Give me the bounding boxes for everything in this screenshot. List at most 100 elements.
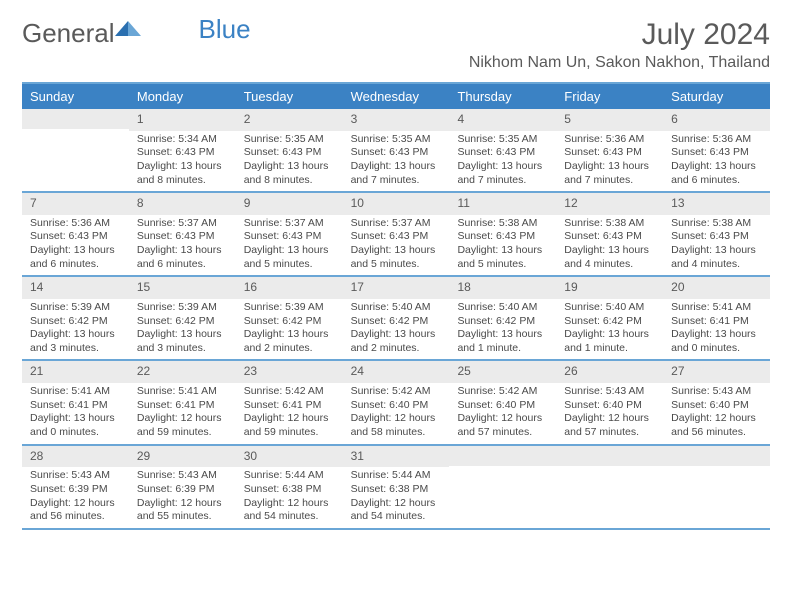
weekday-header-cell: Thursday (449, 84, 556, 109)
daylight-line: Daylight: 13 hours and 3 minutes. (30, 328, 121, 355)
calendar-cell: 30Sunrise: 5:44 AMSunset: 6:38 PMDayligh… (236, 446, 343, 528)
sunrise-line: Sunrise: 5:37 AM (244, 217, 335, 231)
calendar-cell: 8Sunrise: 5:37 AMSunset: 6:43 PMDaylight… (129, 193, 236, 275)
sunrise-line: Sunrise: 5:43 AM (671, 385, 762, 399)
day-content: Sunrise: 5:43 AMSunset: 6:40 PMDaylight:… (556, 383, 663, 444)
empty-day-number (449, 446, 556, 466)
sunrise-line: Sunrise: 5:39 AM (30, 301, 121, 315)
sunrise-line: Sunrise: 5:40 AM (457, 301, 548, 315)
calendar-cell (449, 446, 556, 528)
daylight-line: Daylight: 12 hours and 56 minutes. (30, 497, 121, 524)
calendar-cell: 27Sunrise: 5:43 AMSunset: 6:40 PMDayligh… (663, 361, 770, 443)
month-title: July 2024 (469, 18, 770, 52)
calendar-cell: 17Sunrise: 5:40 AMSunset: 6:42 PMDayligh… (343, 277, 450, 359)
sunset-line: Sunset: 6:43 PM (244, 146, 335, 160)
daylight-line: Daylight: 13 hours and 6 minutes. (30, 244, 121, 271)
calendar-cell: 14Sunrise: 5:39 AMSunset: 6:42 PMDayligh… (22, 277, 129, 359)
calendar-cell: 4Sunrise: 5:35 AMSunset: 6:43 PMDaylight… (449, 109, 556, 191)
daylight-line: Daylight: 12 hours and 57 minutes. (457, 412, 548, 439)
calendar-row: 1Sunrise: 5:34 AMSunset: 6:43 PMDaylight… (22, 109, 770, 193)
calendar-cell: 29Sunrise: 5:43 AMSunset: 6:39 PMDayligh… (129, 446, 236, 528)
day-content: Sunrise: 5:44 AMSunset: 6:38 PMDaylight:… (343, 467, 450, 528)
sunrise-line: Sunrise: 5:42 AM (244, 385, 335, 399)
sunset-line: Sunset: 6:43 PM (457, 230, 548, 244)
daylight-line: Daylight: 12 hours and 58 minutes. (351, 412, 442, 439)
day-number: 5 (556, 109, 663, 131)
day-number: 7 (22, 193, 129, 215)
empty-day-number (22, 109, 129, 129)
brand-logo: General Blue (22, 18, 251, 49)
daylight-line: Daylight: 13 hours and 7 minutes. (351, 160, 442, 187)
day-number: 27 (663, 361, 770, 383)
day-content: Sunrise: 5:43 AMSunset: 6:40 PMDaylight:… (663, 383, 770, 444)
weekday-header-cell: Tuesday (236, 84, 343, 109)
daylight-line: Daylight: 13 hours and 4 minutes. (671, 244, 762, 271)
day-content: Sunrise: 5:34 AMSunset: 6:43 PMDaylight:… (129, 131, 236, 192)
calendar-cell: 11Sunrise: 5:38 AMSunset: 6:43 PMDayligh… (449, 193, 556, 275)
daylight-line: Daylight: 13 hours and 4 minutes. (564, 244, 655, 271)
sunset-line: Sunset: 6:41 PM (30, 399, 121, 413)
sunrise-line: Sunrise: 5:38 AM (564, 217, 655, 231)
calendar-cell: 10Sunrise: 5:37 AMSunset: 6:43 PMDayligh… (343, 193, 450, 275)
daylight-line: Daylight: 12 hours and 54 minutes. (244, 497, 335, 524)
day-content: Sunrise: 5:40 AMSunset: 6:42 PMDaylight:… (343, 299, 450, 360)
sunset-line: Sunset: 6:38 PM (351, 483, 442, 497)
day-content: Sunrise: 5:42 AMSunset: 6:40 PMDaylight:… (449, 383, 556, 444)
daylight-line: Daylight: 13 hours and 2 minutes. (244, 328, 335, 355)
sunrise-line: Sunrise: 5:36 AM (671, 133, 762, 147)
day-content: Sunrise: 5:37 AMSunset: 6:43 PMDaylight:… (129, 215, 236, 276)
sunset-line: Sunset: 6:40 PM (457, 399, 548, 413)
calendar-cell: 6Sunrise: 5:36 AMSunset: 6:43 PMDaylight… (663, 109, 770, 191)
day-content: Sunrise: 5:38 AMSunset: 6:43 PMDaylight:… (556, 215, 663, 276)
day-content: Sunrise: 5:36 AMSunset: 6:43 PMDaylight:… (556, 131, 663, 192)
day-content: Sunrise: 5:41 AMSunset: 6:41 PMDaylight:… (22, 383, 129, 444)
sunset-line: Sunset: 6:40 PM (671, 399, 762, 413)
weekday-header-cell: Monday (129, 84, 236, 109)
sunrise-line: Sunrise: 5:40 AM (564, 301, 655, 315)
daylight-line: Daylight: 13 hours and 1 minute. (564, 328, 655, 355)
day-content: Sunrise: 5:35 AMSunset: 6:43 PMDaylight:… (236, 131, 343, 192)
sunrise-line: Sunrise: 5:38 AM (457, 217, 548, 231)
day-number: 9 (236, 193, 343, 215)
day-number: 23 (236, 361, 343, 383)
calendar-row: 21Sunrise: 5:41 AMSunset: 6:41 PMDayligh… (22, 361, 770, 445)
sunset-line: Sunset: 6:43 PM (137, 230, 228, 244)
daylight-line: Daylight: 13 hours and 5 minutes. (351, 244, 442, 271)
daylight-line: Daylight: 13 hours and 0 minutes. (671, 328, 762, 355)
calendar-cell: 12Sunrise: 5:38 AMSunset: 6:43 PMDayligh… (556, 193, 663, 275)
day-content: Sunrise: 5:41 AMSunset: 6:41 PMDaylight:… (129, 383, 236, 444)
calendar-cell: 21Sunrise: 5:41 AMSunset: 6:41 PMDayligh… (22, 361, 129, 443)
sunrise-line: Sunrise: 5:43 AM (137, 469, 228, 483)
sunrise-line: Sunrise: 5:41 AM (671, 301, 762, 315)
calendar-cell: 25Sunrise: 5:42 AMSunset: 6:40 PMDayligh… (449, 361, 556, 443)
sunset-line: Sunset: 6:38 PM (244, 483, 335, 497)
sunrise-line: Sunrise: 5:39 AM (244, 301, 335, 315)
sunrise-line: Sunrise: 5:34 AM (137, 133, 228, 147)
daylight-line: Daylight: 13 hours and 8 minutes. (137, 160, 228, 187)
sunrise-line: Sunrise: 5:43 AM (30, 469, 121, 483)
day-content: Sunrise: 5:38 AMSunset: 6:43 PMDaylight:… (663, 215, 770, 276)
sunrise-line: Sunrise: 5:35 AM (457, 133, 548, 147)
brand-word-1: General (22, 18, 115, 49)
calendar-cell: 26Sunrise: 5:43 AMSunset: 6:40 PMDayligh… (556, 361, 663, 443)
calendar-cell: 16Sunrise: 5:39 AMSunset: 6:42 PMDayligh… (236, 277, 343, 359)
daylight-line: Daylight: 13 hours and 7 minutes. (457, 160, 548, 187)
sunrise-line: Sunrise: 5:43 AM (564, 385, 655, 399)
day-content: Sunrise: 5:36 AMSunset: 6:43 PMDaylight:… (22, 215, 129, 276)
calendar-cell: 20Sunrise: 5:41 AMSunset: 6:41 PMDayligh… (663, 277, 770, 359)
day-content: Sunrise: 5:43 AMSunset: 6:39 PMDaylight:… (22, 467, 129, 528)
calendar-cell: 3Sunrise: 5:35 AMSunset: 6:43 PMDaylight… (343, 109, 450, 191)
sunset-line: Sunset: 6:39 PM (137, 483, 228, 497)
calendar-cell: 7Sunrise: 5:36 AMSunset: 6:43 PMDaylight… (22, 193, 129, 275)
daylight-line: Daylight: 12 hours and 59 minutes. (244, 412, 335, 439)
daylight-line: Daylight: 13 hours and 1 minute. (457, 328, 548, 355)
calendar-cell: 28Sunrise: 5:43 AMSunset: 6:39 PMDayligh… (22, 446, 129, 528)
day-number: 17 (343, 277, 450, 299)
day-number: 24 (343, 361, 450, 383)
day-content: Sunrise: 5:44 AMSunset: 6:38 PMDaylight:… (236, 467, 343, 528)
sunset-line: Sunset: 6:43 PM (30, 230, 121, 244)
sunrise-line: Sunrise: 5:35 AM (351, 133, 442, 147)
empty-day-number (556, 446, 663, 466)
sunset-line: Sunset: 6:39 PM (30, 483, 121, 497)
daylight-line: Daylight: 13 hours and 3 minutes. (137, 328, 228, 355)
